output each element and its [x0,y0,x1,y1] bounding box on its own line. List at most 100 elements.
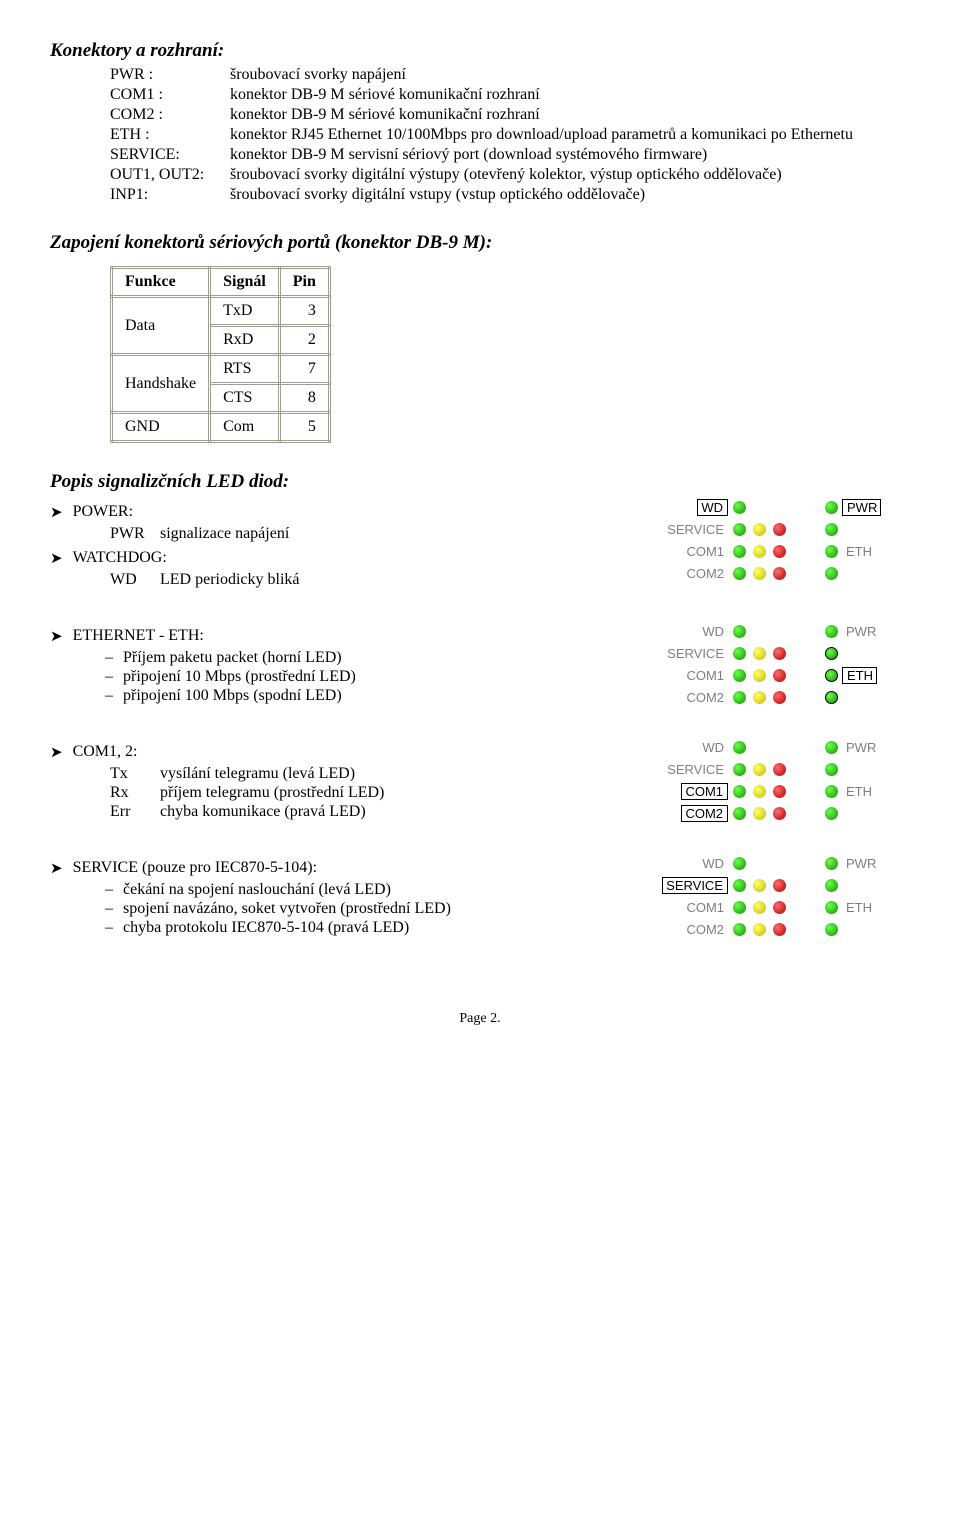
sub-line: WDLED periodicky bliká [110,571,640,589]
led-icon [733,857,746,870]
dash-line: –čekání na spojení naslouchání (levá LED… [105,881,640,899]
col-signal: Signál [210,268,280,297]
led-icon [753,647,766,660]
connector-row: COM2 :konektor DB-9 M sériové komunikačn… [110,106,910,124]
led-icon [773,523,786,536]
connector-value: šroubovací svorky napájení [230,66,910,84]
sub-prefix: Err [110,803,160,821]
sub-line: Txvysílání telegramu (levá LED) [110,765,640,783]
bullet-watchdog: ➤ WATCHDOG: [50,549,640,569]
dash-line: –chyba protokolu IEC870-5-104 (pravá LED… [105,919,640,937]
arrow-icon: ➤ [50,549,63,569]
led-icon [825,625,838,638]
led-icon [773,807,786,820]
cell-signal: CTS [210,384,280,413]
bullet-service: ➤ SERVICE (pouze pro IEC870-5-104): [50,859,640,879]
section-title-leds: Popis signalizčních LED diod: [50,471,910,493]
connector-value: konektor DB-9 M sériové komunikační rozh… [230,106,910,124]
label-com2: COM2 [686,922,728,937]
sub-text: LED periodicky bliká [160,571,300,589]
led-icon [825,901,838,914]
cell-signal: TxD [210,297,280,326]
sub-line: Errchyba komunikace (pravá LED) [110,803,640,821]
connector-row: INP1:šroubovací svorky digitální vstupy … [110,186,910,204]
led-icon [733,669,746,682]
cell-signal: RxD [210,326,280,355]
led-icon [753,879,766,892]
label-service: SERVICE [667,646,728,661]
led-icon [825,647,838,660]
label-com1: COM1 [686,544,728,559]
bullet-head: WATCHDOG: [73,549,167,567]
led-icon [773,691,786,704]
label-service: SERVICE [667,522,728,537]
bullet-head: ETHERNET - ETH: [73,627,204,645]
label-pwr: PWR [842,740,876,755]
sub-prefix: Rx [110,784,160,802]
led-icon [733,647,746,660]
led-block-eth: ➤ETHERNET - ETH: –Příjem paketu packet (… [50,621,910,719]
led-icon [753,785,766,798]
cell-funkce: Handshake [112,355,210,413]
led-icon [773,923,786,936]
label-com2: COM2 [686,690,728,705]
col-pin: Pin [279,268,329,297]
label-com1: COM1 [686,900,728,915]
dash-icon: – [105,900,123,918]
cell-signal: Com [210,413,280,442]
led-icon [825,807,838,820]
led-icon [733,901,746,914]
connector-row: COM1 :konektor DB-9 M sériové komunikačn… [110,86,910,104]
led-icon [753,523,766,536]
led-icon [733,807,746,820]
bullet-power: ➤POWER: [50,503,640,523]
connector-label: ETH : [110,126,230,144]
table-row: Data TxD 3 [112,297,330,326]
connectors-list: PWR :šroubovací svorky napájení COM1 :ko… [110,66,910,204]
led-icon [825,857,838,870]
label-pwr: PWR [842,624,876,639]
label-eth: ETH [842,784,872,799]
label-com2: COM2 [686,566,728,581]
label-eth: ETH [842,900,872,915]
led-panel: WDPWR SERVICE COM1ETH COM2 [660,621,910,707]
bullet-head: COM1, 2: [73,743,138,761]
dash-icon: – [105,687,123,705]
cell-pin: 5 [279,413,329,442]
bullet-head: SERVICE (pouze pro IEC870-5-104): [73,859,317,877]
led-icon [733,879,746,892]
dash-line: –spojení navázáno, soket vytvořen (prost… [105,900,640,918]
led-icon [773,545,786,558]
connector-row: PWR :šroubovací svorky napájení [110,66,910,84]
led-icon [825,501,838,514]
connector-label: INP1: [110,186,230,204]
led-icon [733,763,746,776]
led-icon [753,901,766,914]
pin-table: Funkce Signál Pin Data TxD 3 RxD 2 Hands… [110,266,331,443]
connector-value: šroubovací svorky digitální vstupy (vstu… [230,186,910,204]
section-title-connectors: Konektory a rozhraní: [50,40,910,62]
dash-text: připojení 100 Mbps (spodní LED) [123,687,342,705]
table-row: GND Com 5 [112,413,330,442]
arrow-icon: ➤ [50,859,63,879]
label-wd: WD [702,740,728,755]
led-icon [753,567,766,580]
led-icon [753,923,766,936]
led-icon [825,763,838,776]
led-icon [733,501,746,514]
label-eth: ETH [842,544,872,559]
connector-value: šroubovací svorky digitální výstupy (ote… [230,166,910,184]
led-icon [825,923,838,936]
section-title-pins: Zapojení konektorů sériových portů (kone… [50,232,910,254]
dash-text: chyba protokolu IEC870-5-104 (pravá LED) [123,919,409,937]
led-icon [733,567,746,580]
sub-prefix: WD [110,571,160,589]
sub-text: příjem telegramu (prostřední LED) [160,784,384,802]
led-panel: WDPWR SERVICE COM1ETH COM2 [660,853,910,939]
led-panel: WDPWR SERVICE COM1ETH COM2 [660,497,910,583]
led-icon [753,669,766,682]
sub-prefix: PWR [110,525,160,543]
dash-text: Příjem paketu packet (horní LED) [123,649,342,667]
led-icon [733,545,746,558]
led-icon [825,669,838,682]
